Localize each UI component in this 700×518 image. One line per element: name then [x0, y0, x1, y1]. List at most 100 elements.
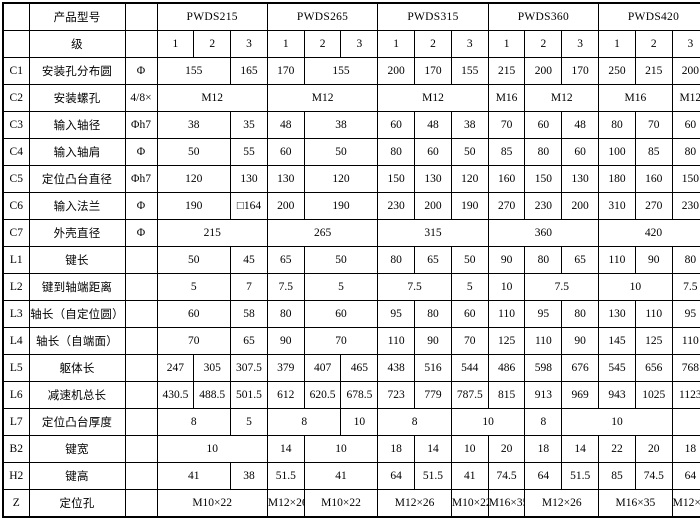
row-code-C5: C5 — [2, 165, 30, 193]
cell-L6-0: 430.5 — [156, 381, 195, 409]
row-symbol-Z — [124, 489, 158, 518]
table-row: Z 定位孔 M10×22 M12×26 M10×22 M12×26 M10×22 M16×35… — [2, 489, 700, 518]
cell-L3-12: 95 — [671, 300, 700, 328]
cell-C5-8: 150 — [524, 165, 563, 193]
cell-H2-12: 64 — [671, 462, 700, 490]
row-code-L2: L2 — [2, 273, 30, 301]
cell-B2-7: 18 — [524, 435, 563, 463]
cell-L2-7: 7.5 — [524, 273, 600, 301]
model-header-PWDS215: PWDS215 — [156, 2, 268, 31]
cell-L3-0: 60 — [156, 300, 232, 328]
cell-B2-2: 10 — [303, 435, 379, 463]
cell-L4-3: 70 — [303, 327, 379, 355]
cell-H2-4: 64 — [377, 462, 416, 490]
cell-B2-4: 14 — [414, 435, 452, 463]
cell-L1-8: 80 — [524, 246, 563, 274]
row-code-H2: H2 — [2, 462, 30, 490]
cell-L5-7: 516 — [414, 354, 452, 382]
row-code-C6: C6 — [2, 192, 30, 220]
grade-cell-3: 3 — [450, 30, 489, 58]
cell-Z-8: M12×26 — [671, 489, 700, 518]
cell-H2-6: 41 — [450, 462, 489, 490]
cell-L7-3: 10 — [340, 408, 379, 436]
model-header-PWDS315: PWDS315 — [377, 2, 489, 31]
cell-L5-13: 656 — [634, 354, 673, 382]
row-label-C3: 输入轴径 — [28, 111, 126, 139]
cell-H2-8: 64 — [524, 462, 563, 490]
cell-C1-6: 155 — [450, 57, 489, 85]
table-row: L7 定位凸台厚度 8 5 8 10 8 10 8 10 — [2, 408, 700, 436]
cell-Z-0: M10×22 — [156, 489, 268, 518]
cell-C6-7: 270 — [487, 192, 526, 220]
grade-cell-2: 2 — [303, 30, 342, 58]
cell-L6-14: 1123 — [671, 381, 700, 409]
cell-L6-6: 723 — [377, 381, 416, 409]
grade-cell-1: 1 — [266, 30, 305, 58]
cell-C1-5: 170 — [414, 57, 452, 85]
cell-L7-6: 8 — [524, 408, 563, 436]
cell-L5-10: 598 — [524, 354, 563, 382]
cell-C4-8: 80 — [524, 138, 563, 166]
cell-C6-12: 230 — [671, 192, 700, 220]
grade-cell-3: 3 — [561, 30, 600, 58]
cell-B2-1: 14 — [266, 435, 305, 463]
cell-C4-11: 85 — [634, 138, 673, 166]
cell-L1-7: 90 — [487, 246, 526, 274]
table-row: L1 键长 50 45 65 50 80 65 50 90 80 65 110 90 80 — [2, 246, 700, 274]
row-label-L5: 躯体长 — [28, 354, 126, 382]
cell-C5-12: 150 — [671, 165, 700, 193]
cell-L4-9: 90 — [561, 327, 600, 355]
cell-C6-11: 270 — [634, 192, 673, 220]
cell-C6-4: 230 — [377, 192, 416, 220]
cell-H2-11: 74.5 — [634, 462, 673, 490]
cell-L6-9: 815 — [487, 381, 526, 409]
grade-cell-2: 2 — [414, 30, 452, 58]
row-label-C2: 安装螺孔 — [28, 84, 126, 112]
grade-cell-1: 1 — [487, 30, 526, 58]
cell-L4-5: 90 — [414, 327, 452, 355]
cell-C3-11: 70 — [634, 111, 673, 139]
cell-C2-3: M16 — [487, 84, 526, 112]
cell-L4-10: 145 — [598, 327, 636, 355]
cell-C4-10: 100 — [598, 138, 636, 166]
cell-B2-0: 10 — [156, 435, 268, 463]
cell-L2-3: 5 — [303, 273, 379, 301]
row-symbol-C5: Φh7 — [124, 165, 158, 193]
cell-L4-11: 125 — [634, 327, 673, 355]
cell-L2-6: 10 — [487, 273, 526, 301]
cell-H2-0: 41 — [156, 462, 232, 490]
cell-C5-9: 130 — [561, 165, 600, 193]
cell-L5-9: 486 — [487, 354, 526, 382]
cell-Z-3: M12×26 — [377, 489, 452, 518]
cell-C4-4: 80 — [377, 138, 416, 166]
cell-C2-5: M16 — [598, 84, 673, 112]
grade-cell-3: 3 — [340, 30, 379, 58]
cell-L4-8: 110 — [524, 327, 563, 355]
cell-C3-8: 60 — [524, 111, 563, 139]
row-label-L3: 轴长（自定位圆） — [28, 300, 126, 328]
cell-L2-5: 5 — [450, 273, 489, 301]
cell-B2-9: 22 — [598, 435, 636, 463]
cell-L3-11: 110 — [634, 300, 673, 328]
cell-L4-1: 65 — [230, 327, 268, 355]
cell-C5-7: 160 — [487, 165, 526, 193]
cell-Z-7: M16×35 — [598, 489, 673, 518]
cell-L7-1: 5 — [230, 408, 268, 436]
row-symbol-L2 — [124, 273, 158, 301]
cell-C4-7: 85 — [487, 138, 526, 166]
cell-C1-1: 165 — [230, 57, 268, 85]
row-code-L1: L1 — [2, 246, 30, 274]
model-header-PWDS420: PWDS420 — [598, 2, 700, 31]
table-row: B2 键宽 10 14 10 18 14 10 20 18 14 22 20 18 — [2, 435, 700, 463]
model-header-PWDS360: PWDS360 — [487, 2, 600, 31]
cell-L1-0: 50 — [156, 246, 232, 274]
table-row: L4 轴长（自端面） 70 65 90 70 110 90 70 125 110 90 145 125 11… — [2, 327, 700, 355]
cell-L6-7: 779 — [414, 381, 452, 409]
cell-L1-6: 50 — [450, 246, 489, 274]
cell-L6-5: 678.5 — [340, 381, 379, 409]
cell-L4-7: 125 — [487, 327, 526, 355]
table-row: C2 安装螺孔 4/8× M12 M12 M12 M16 M12 M16 M12 — [2, 84, 700, 112]
table-row: L5 躯体长 247 305 307.5 379 407 465 438 516 544 486 598… — [2, 354, 700, 382]
cell-C5-10: 180 — [598, 165, 636, 193]
